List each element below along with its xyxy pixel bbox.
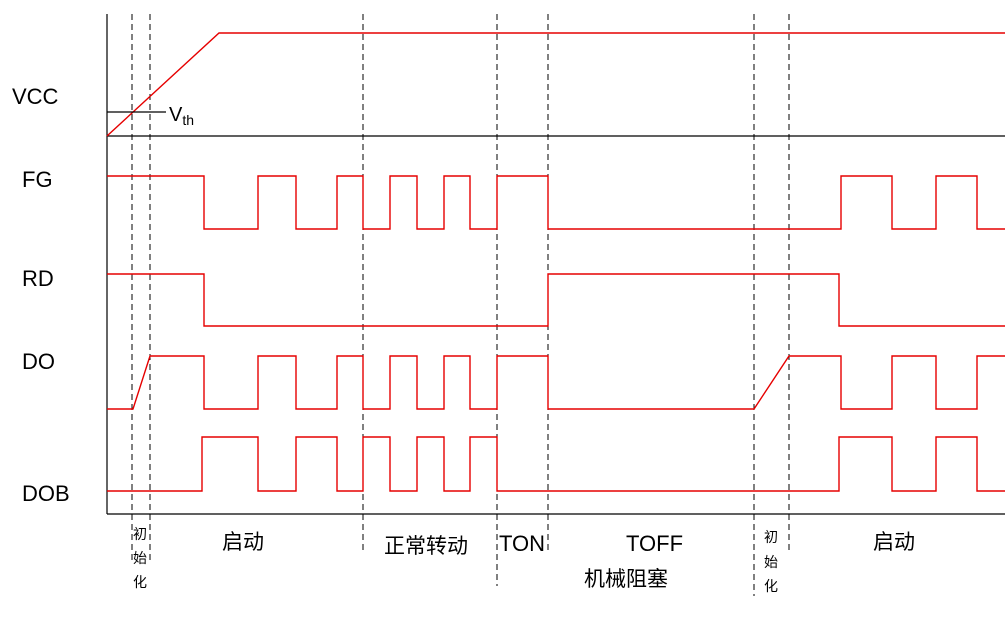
phase-label-normal-rotation: 正常转动 bbox=[384, 534, 468, 558]
dob-waveform bbox=[107, 436, 1005, 492]
init-label-1-char-3: 化 bbox=[133, 575, 147, 591]
init-label-2-char-3: 化 bbox=[764, 579, 778, 595]
signal-label-rd: RD bbox=[22, 266, 54, 291]
threshold-label: Vth bbox=[169, 104, 194, 128]
signal-label-dob: DOB bbox=[22, 481, 70, 506]
signal-label-do: DO bbox=[22, 349, 55, 374]
phase-label-startup-2: 启动 bbox=[873, 530, 915, 554]
init-label-1-char-2: 始 bbox=[133, 551, 147, 567]
init-label-2-char-2: 始 bbox=[764, 555, 778, 571]
signal-label-vcc: VCC bbox=[12, 84, 59, 109]
rd-waveform bbox=[107, 273, 1005, 327]
signal-label-fg: FG bbox=[22, 167, 53, 192]
phase-label-mechanical-block: 机械阻塞 bbox=[584, 567, 668, 591]
phase-label-toff: TOFF bbox=[626, 531, 683, 556]
fg-waveform bbox=[107, 175, 1005, 230]
init-label-1-char-1: 初 bbox=[133, 526, 147, 543]
init-label-2-char-1: 初 bbox=[764, 529, 778, 546]
phase-label-ton: TON bbox=[499, 531, 545, 556]
vcc-waveform bbox=[106, 32, 1005, 137]
phase-label-startup-1: 启动 bbox=[222, 530, 264, 554]
do-waveform bbox=[107, 355, 1005, 410]
